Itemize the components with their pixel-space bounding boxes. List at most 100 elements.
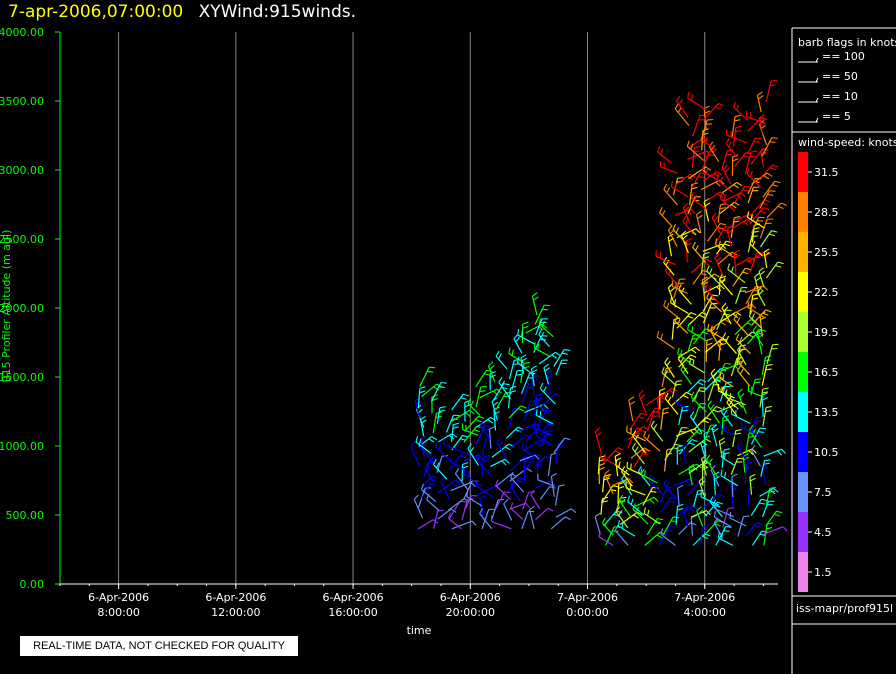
wind-barb-staff [626,431,646,442]
wind-barb-flag [703,105,710,110]
wind-barb-staff [716,179,733,194]
wind-barb-staff [745,432,750,453]
wind-barb-staff [730,458,739,475]
wind-barb-flag [765,309,772,313]
wind-barb-staff [758,117,764,134]
wind-barb-flag [725,335,730,342]
wind-barb-flag [664,392,669,399]
wind-barb-flag [706,265,710,272]
wind-barb-flag [547,423,554,426]
wind-barb-flag [711,212,717,218]
wind-barb-staff [663,483,676,498]
wind-barb-flag [501,460,507,466]
wind-barb-flag [711,424,718,429]
wind-barb-staff [671,391,687,407]
wind-barb-flag [702,276,708,281]
wind-barb-flag [614,524,619,531]
wind-barb-staff [704,284,721,294]
wind-barb-flag [706,167,709,174]
wind-barb-flag [734,432,742,435]
wind-barb-flag [513,333,519,340]
wind-barb-flag [469,447,475,453]
wind-barb-flag [717,531,720,539]
wind-barb-flag [782,526,788,532]
wind-barb-flag [678,284,682,290]
wind-barb-flag [521,442,524,449]
wind-barb-flag [520,354,527,359]
wind-barb-staff [525,428,537,443]
wind-barb-staff [615,511,629,529]
wind-barb-flag [777,261,784,265]
wind-barb-flag [691,94,694,101]
wind-barb-staff [530,494,541,510]
wind-barb-flag [617,520,620,527]
wind-barb-staff [627,426,644,441]
wind-barb-flag [540,331,545,338]
wind-barb-flag [532,292,538,297]
wind-barb-flag [673,299,677,306]
wind-barb-flag [525,502,531,509]
wind-barb-flag [612,485,619,488]
wind-barb-flag [757,91,763,96]
barb-legend-label: == 100 [822,50,865,63]
wind-barb-staff [476,416,492,428]
wind-barb-flag [698,314,705,319]
wind-barb-staff [663,305,679,319]
wind-barb-flag [465,412,471,417]
wind-barb-flag [564,516,571,521]
wind-barb-staff [707,405,721,424]
wind-barb-flag [722,373,725,381]
wind-barb-staff [523,439,541,452]
wind-barb-flag [440,382,447,384]
wind-barb-flag [781,448,787,455]
wind-barb-flag [647,509,650,516]
wind-barb-flag [754,272,760,278]
wind-barb-staff [426,499,440,512]
wind-barb-flag [515,373,523,376]
wind-barb-staff [448,517,462,530]
wind-barb-flag [705,454,711,461]
wind-barb-staff [713,522,723,537]
wind-barb-flag [570,508,577,514]
wind-barb-staff [702,406,717,423]
wind-barb-flag [489,426,496,430]
wind-barb-flag [762,387,769,390]
wind-barb-flag [473,429,480,433]
wind-barb-flag [737,344,742,351]
wind-barb-flag [646,434,650,441]
wind-barb-flag [691,349,697,354]
wind-barb-flag [734,254,741,259]
wind-barb-flag [598,466,605,471]
wind-barb-flag [758,114,765,119]
wind-barb-flag [459,455,466,459]
wind-barb-flag [503,383,510,386]
wind-barb-staff [711,217,721,235]
wind-barb-flag [691,230,697,236]
wind-barb-flag [530,489,535,495]
wind-barb-flag [453,422,460,426]
wind-barb-flag [668,225,673,231]
wind-barb-flag [629,401,636,406]
wind-barb-flag [734,201,740,206]
wind-barb-flag [756,522,763,526]
wind-barb-staff [534,304,545,325]
wind-barb-flag [656,330,660,338]
wind-barb-flag [685,238,692,242]
wind-barb-staff [675,401,692,412]
speed-legend-label: 4.5 [814,526,832,539]
wind-barb-flag [761,397,768,401]
wind-barb-flag [743,155,750,159]
wind-barb-staff [673,427,683,446]
wind-barb-staff [751,217,760,234]
wind-barb-flag [676,380,683,383]
speed-legend-label: 25.5 [814,246,839,259]
wind-barb-flag [700,387,707,390]
wind-barb-flag [723,229,730,232]
wind-barb-flag [533,342,536,349]
wind-barb-flag [462,465,469,469]
wind-barb-flag [479,390,486,393]
wind-barb-flag [662,411,669,415]
wind-barb-flag [479,420,484,427]
wind-barb-staff [751,530,763,546]
wind-barb-staff [687,329,707,342]
